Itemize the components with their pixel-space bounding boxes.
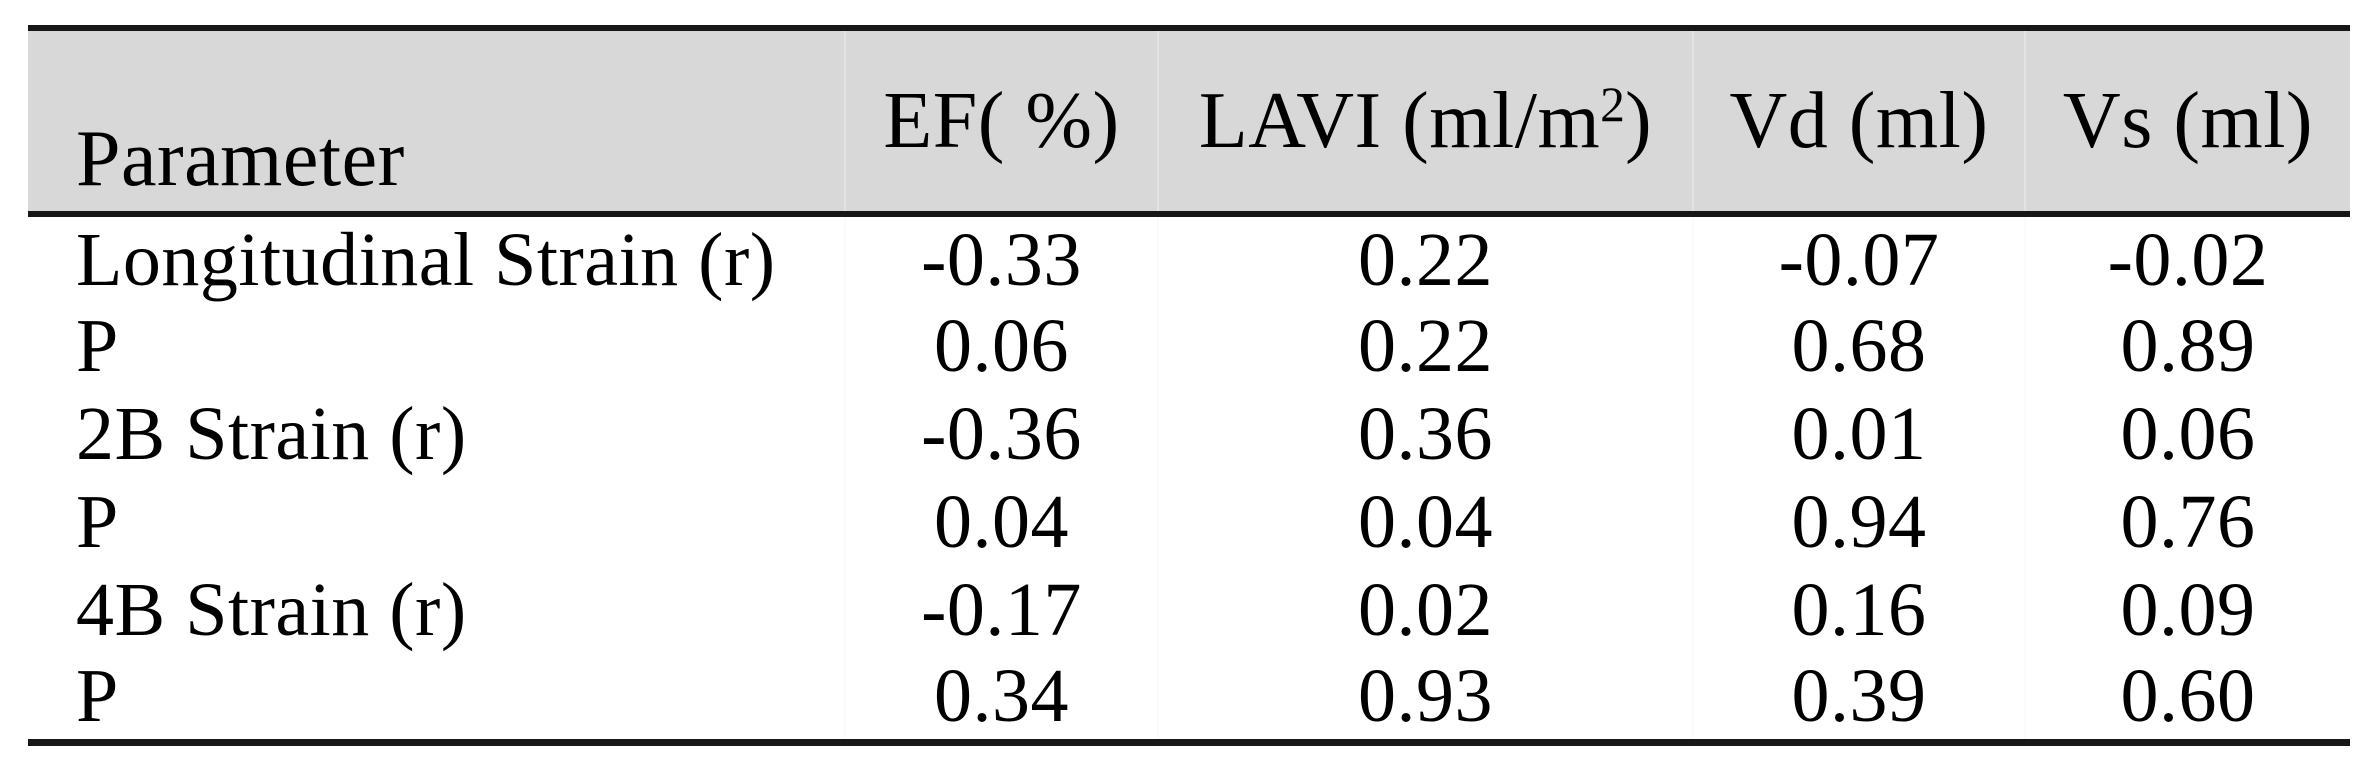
cell-value: 0.22 [1157,214,1693,302]
row-label: Longitudinal Strain (r) [28,214,845,302]
cell-value: 0.76 [2024,478,2350,566]
table-row: Longitudinal Strain (r) -0.33 0.22 -0.07… [28,214,2350,302]
correlation-table: Parameter EF( %) LAVI (ml/m2) Vd (ml) Vs… [28,25,2350,746]
column-header-label-suffix: ) [1624,77,1653,165]
cell-value: 0.04 [1157,478,1693,566]
column-header-parameter: Parameter [28,25,845,217]
column-header-vd: Vd (ml) [1692,25,2025,217]
cell-value: 0.68 [1692,302,2025,390]
cell-value: 0.22 [1157,302,1693,390]
cell-value: 0.16 [1692,566,2025,654]
column-header-lavi: LAVI (ml/m2) [1157,25,1693,217]
column-header-label: EF( %) [883,77,1120,165]
cell-value: 0.60 [2024,654,2350,746]
cell-value: -0.07 [1692,214,2025,302]
cell-value: 0.89 [2024,302,2350,390]
table-row: P 0.34 0.93 0.39 0.60 [28,654,2350,746]
table-row: 2B Strain (r) -0.36 0.36 0.01 0.06 [28,390,2350,478]
column-header-label: Vs (ml) [2062,77,2314,165]
header-row: Parameter EF( %) LAVI (ml/m2) Vd (ml) Vs… [28,25,2350,217]
cell-value: 0.01 [1692,390,2025,478]
cell-value: 0.04 [844,478,1158,566]
correlation-table-container: Parameter EF( %) LAVI (ml/m2) Vd (ml) Vs… [28,25,2350,746]
table-row: 4B Strain (r) -0.17 0.02 0.16 0.09 [28,566,2350,654]
row-label: 2B Strain (r) [28,390,845,478]
cell-value: 0.94 [1692,478,2025,566]
table-body: Longitudinal Strain (r) -0.33 0.22 -0.07… [28,214,2350,746]
column-header-vs: Vs (ml) [2024,25,2350,217]
column-header-label: Vd (ml) [1729,77,1989,165]
cell-value: 0.36 [1157,390,1693,478]
cell-value: -0.17 [844,566,1158,654]
column-header-label: Parameter [76,115,405,203]
column-header-label: LAVI (ml/m [1198,77,1601,165]
row-label: P [28,654,845,746]
table-row: P 0.06 0.22 0.68 0.89 [28,302,2350,390]
cell-value: 0.06 [844,302,1158,390]
row-label: P [28,478,845,566]
cell-value: 0.93 [1157,654,1693,746]
table-row: P 0.04 0.04 0.94 0.76 [28,478,2350,566]
cell-value: 0.09 [2024,566,2350,654]
cell-value: -0.36 [844,390,1158,478]
cell-value: -0.02 [2024,214,2350,302]
table-header: Parameter EF( %) LAVI (ml/m2) Vd (ml) Vs… [28,25,2350,217]
header-superscript: 2 [1600,77,1625,133]
row-label: P [28,302,845,390]
cell-value: -0.33 [844,214,1158,302]
row-label: 4B Strain (r) [28,566,845,654]
cell-value: 0.34 [844,654,1158,746]
column-header-ef: EF( %) [844,25,1158,217]
cell-value: 0.06 [2024,390,2350,478]
cell-value: 0.02 [1157,566,1693,654]
cell-value: 0.39 [1692,654,2025,746]
